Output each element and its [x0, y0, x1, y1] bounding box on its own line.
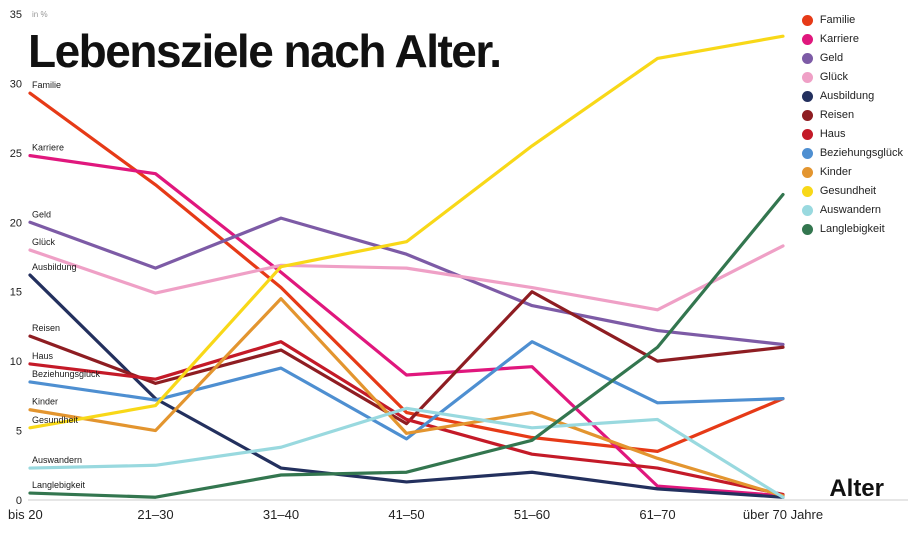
series-start-label: Ausbildung — [32, 262, 77, 272]
x-tick-label: 31–40 — [263, 507, 299, 522]
series-line-langlebigkeit — [28, 192, 785, 499]
series-start-label: Haus — [32, 351, 54, 361]
legend-item-familie: Familie — [801, 14, 903, 26]
series-start-label: Glück — [32, 237, 56, 247]
series-line-glück — [28, 244, 785, 312]
series-line-gesundheit — [28, 34, 785, 430]
legend-label: Glück — [819, 71, 848, 83]
legend-label: Kinder — [819, 166, 852, 178]
legend-item-auswandern: Auswandern — [801, 204, 903, 216]
chart-title: Lebensziele nach Alter. — [28, 25, 502, 77]
legend-item-glück: Glück — [801, 71, 903, 83]
x-tick-label: bis 20 — [8, 507, 43, 522]
x-tick-label: 21–30 — [137, 507, 173, 522]
legend-item-gesundheit: Gesundheit — [801, 185, 903, 197]
legend-label: Reisen — [819, 109, 855, 121]
series-start-label: Karriere — [32, 143, 64, 153]
y-tick-label: 10 — [10, 356, 22, 368]
series-line-geld — [28, 216, 785, 347]
legend-dot-icon — [801, 90, 813, 102]
legend-item-beziehungsglück: Beziehungsglück — [801, 147, 903, 159]
legend-dot-icon — [801, 204, 813, 216]
legend-dot-icon — [801, 71, 813, 83]
legend-label: Gesundheit — [819, 185, 877, 197]
series-start-label: Kinder — [32, 397, 58, 407]
series-start-label: Geld — [32, 209, 51, 219]
y-tick-label: 30 — [10, 78, 22, 90]
legend-label: Karriere — [819, 33, 859, 45]
y-tick-label: 35 — [10, 9, 22, 21]
series-line-ausbildung — [28, 273, 785, 499]
y-tick-label: 0 — [16, 495, 22, 507]
legend-dot-icon — [801, 223, 813, 235]
legend-label: Geld — [819, 52, 844, 64]
legend-label: Auswandern — [819, 204, 881, 216]
legend-item-kinder: Kinder — [801, 166, 903, 178]
series-line-auswandern — [28, 406, 785, 499]
series-start-label: Gesundheit — [32, 415, 79, 425]
x-tick-label: 61–70 — [639, 507, 675, 522]
legend-item-langlebigkeit: Langlebigkeit — [801, 223, 903, 235]
legend-dot-icon — [801, 109, 813, 121]
legend-dot-icon — [801, 166, 813, 178]
legend-item-reisen: Reisen — [801, 109, 903, 121]
series-line-beziehungsglück — [28, 340, 785, 441]
legend-label: Beziehungsglück — [819, 147, 903, 159]
y-tick-label: 20 — [10, 217, 22, 229]
series-line-karriere — [28, 154, 785, 498]
series-start-label: Familie — [32, 80, 61, 90]
legend-dot-icon — [801, 33, 813, 45]
legend-dot-icon — [801, 128, 813, 140]
series-start-label: Reisen — [32, 323, 60, 333]
x-axis-title: Alter — [829, 475, 884, 502]
legend-dot-icon — [801, 185, 813, 197]
y-tick-label: 15 — [10, 287, 22, 299]
y-tick-label: 25 — [10, 148, 22, 160]
series-line-reisen — [28, 290, 785, 426]
legend: Familie Karriere Geld Glück Ausbildung Reisen… — [801, 14, 903, 235]
legend-label: Langlebigkeit — [819, 223, 885, 235]
series-start-label: Auswandern — [32, 455, 82, 465]
legend-item-karriere: Karriere — [801, 33, 903, 45]
series-start-label: Langlebigkeit — [32, 480, 86, 490]
y-tick-label: 5 — [16, 426, 22, 438]
series-start-label: Beziehungsglück — [32, 369, 101, 379]
legend-item-geld: Geld — [801, 52, 903, 64]
x-tick-label: 51–60 — [514, 507, 550, 522]
legend-label: Haus — [819, 128, 846, 140]
x-tick-label: 41–50 — [388, 507, 424, 522]
series-line-familie — [28, 91, 785, 453]
legend-dot-icon — [801, 147, 813, 159]
y-axis-unit: in % — [32, 10, 48, 19]
x-tick-label: über 70 Jahre — [743, 507, 823, 522]
legend-item-haus: Haus — [801, 128, 903, 140]
legend-dot-icon — [801, 52, 813, 64]
legend-label: Ausbildung — [819, 90, 875, 102]
legend-dot-icon — [801, 14, 813, 26]
legend-label: Familie — [819, 14, 856, 26]
series-line-kinder — [28, 297, 785, 498]
series-line-haus — [28, 340, 785, 497]
legend-item-ausbildung: Ausbildung — [801, 90, 903, 102]
